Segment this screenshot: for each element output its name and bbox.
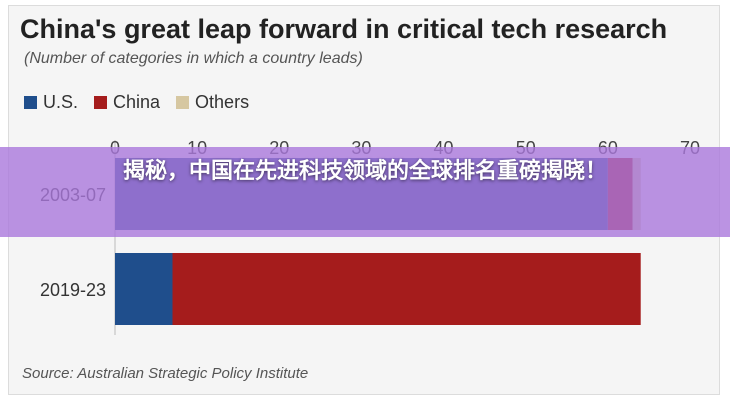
- legend-swatch-us: [24, 96, 37, 109]
- overlay-banner: 揭秘，中国在先进科技领域的全球排名重磅揭晓！: [0, 147, 730, 237]
- legend-swatch-others: [176, 96, 190, 109]
- bar-2019-23-china: [172, 253, 641, 325]
- bar-2019-23-us: [115, 253, 173, 325]
- chart-subtitle: (Number of categories in which a country…: [24, 50, 363, 67]
- chart-source: Source: Australian Strategic Policy Inst…: [22, 365, 309, 382]
- legend-item-china: China: [94, 92, 160, 113]
- legend-label-china: China: [113, 92, 161, 112]
- chart-title: China's great leap forward in critical t…: [20, 14, 668, 44]
- legend-label-others: Others: [195, 92, 250, 112]
- legend-label-us: U.S.: [43, 92, 79, 112]
- banner-text: 揭秘，中国在先进科技领域的全球排名重磅揭晓！: [122, 159, 607, 184]
- category-label-1: 2019-23: [40, 280, 106, 300]
- legend-swatch-china: [94, 96, 108, 109]
- legend: U.S. China Others: [24, 92, 265, 113]
- legend-item-others: Others: [176, 92, 249, 113]
- legend-item-us: U.S.: [24, 92, 78, 113]
